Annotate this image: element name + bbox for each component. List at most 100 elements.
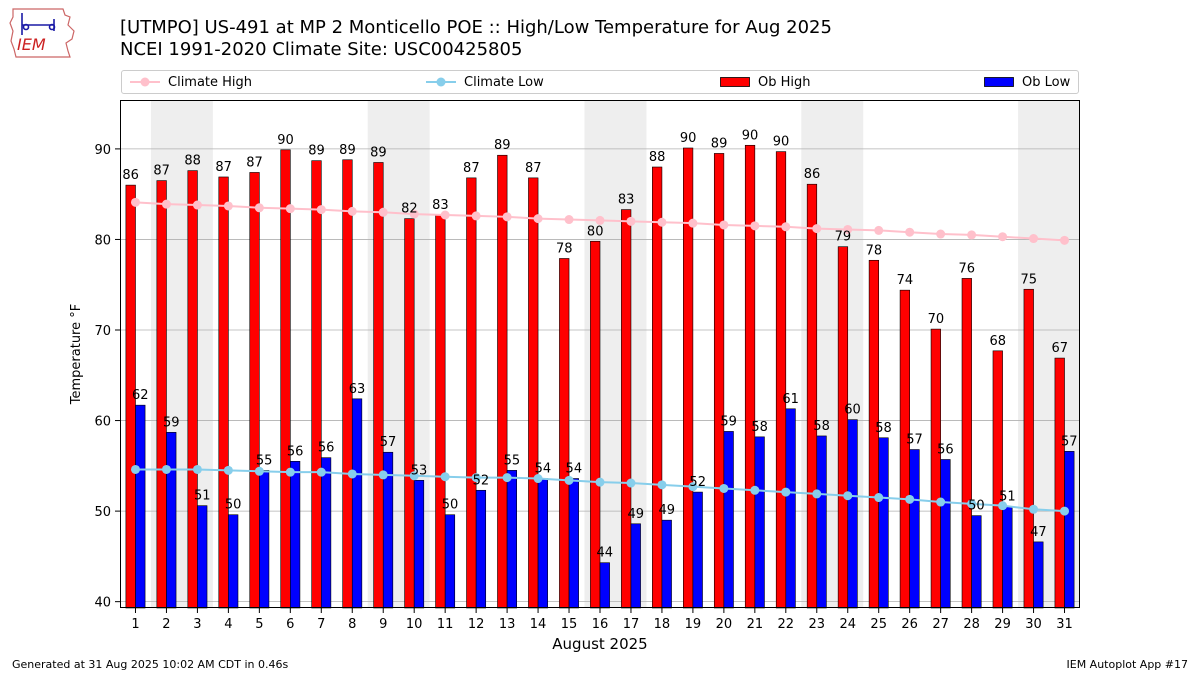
bar-ob-high xyxy=(868,259,880,609)
data-label-ob-high: 78 xyxy=(866,243,883,258)
ob-high-swatch-icon xyxy=(720,77,750,87)
climate-high-point xyxy=(843,224,853,234)
climate-high-point xyxy=(998,232,1008,242)
climate-high-point xyxy=(595,215,605,225)
climate-low-point xyxy=(905,494,915,504)
bar-ob-low xyxy=(630,523,641,609)
data-label-ob-high: 90 xyxy=(277,133,294,148)
climate-high-point xyxy=(316,205,326,215)
data-label-ob-high: 79 xyxy=(835,230,852,245)
climate-high-point xyxy=(192,200,202,210)
data-label-ob-high: 80 xyxy=(587,224,604,239)
climate-high-point xyxy=(1060,235,1070,245)
state-outline-shape xyxy=(9,8,75,58)
weekend-shade xyxy=(150,100,213,608)
bar-ob-low xyxy=(135,404,146,609)
bar-ob-low xyxy=(1002,506,1013,609)
climate-high-point xyxy=(905,227,915,237)
climate-low-point xyxy=(657,480,667,490)
legend-item-ob-high: Ob High xyxy=(720,71,811,93)
x-tick-label: 6 xyxy=(286,617,294,632)
climate-high-point xyxy=(409,209,419,219)
bar-ob-low xyxy=(506,470,517,609)
climate-low-point xyxy=(378,470,388,480)
x-tick-label: 28 xyxy=(963,617,980,632)
y-tick-label: 70 xyxy=(94,324,111,339)
climate-high-point xyxy=(626,216,636,226)
data-label-ob-low: 50 xyxy=(225,498,242,513)
x-tick-label: 16 xyxy=(592,617,609,632)
x-tick-label: 8 xyxy=(348,617,356,632)
climate-low-point xyxy=(843,491,853,501)
weekend-shade xyxy=(367,100,430,608)
data-label-ob-low: 60 xyxy=(844,403,861,418)
climate-high-point xyxy=(347,206,357,216)
climate-high-point xyxy=(564,215,574,225)
data-label-ob-high: 88 xyxy=(184,154,201,169)
bar-ob-high xyxy=(775,151,787,609)
x-tick-label: 25 xyxy=(870,617,887,632)
data-label-ob-low: 47 xyxy=(1030,525,1047,540)
y-tick-label: 80 xyxy=(94,233,111,248)
x-tick-label: 26 xyxy=(901,617,918,632)
x-tick-label: 15 xyxy=(561,617,578,632)
data-label-ob-low: 52 xyxy=(689,475,706,490)
bar-ob-low xyxy=(475,489,487,609)
bar-ob-high xyxy=(992,350,1003,609)
x-tick-label: 5 xyxy=(255,617,263,632)
climate-low-point xyxy=(192,464,202,474)
x-tick-label: 4 xyxy=(224,617,232,632)
x-tick-label: 23 xyxy=(809,617,826,632)
data-label-ob-low: 54 xyxy=(535,462,552,477)
bar-ob-high xyxy=(404,218,415,609)
bar-ob-low xyxy=(166,432,177,609)
bar-ob-low xyxy=(909,449,920,609)
bar-ob-low xyxy=(723,431,734,609)
data-label-ob-high: 87 xyxy=(215,160,232,175)
data-label-ob-low: 55 xyxy=(504,453,521,468)
data-label-ob-high: 90 xyxy=(680,131,697,146)
app-id: IEM Autoplot App #17 xyxy=(1066,658,1189,671)
bar-ob-high xyxy=(342,159,353,609)
x-axis-label: August 2025 xyxy=(552,635,647,653)
bar-ob-high xyxy=(559,258,570,609)
bar-ob-low xyxy=(320,457,332,609)
data-label-ob-low: 51 xyxy=(194,489,211,504)
bar-ob-high xyxy=(280,149,291,609)
climate-low-point xyxy=(254,466,264,476)
y-tick-label: 60 xyxy=(94,415,111,430)
bar-ob-high xyxy=(497,154,508,609)
climate-low-point xyxy=(471,473,481,483)
x-tick-label: 20 xyxy=(716,617,733,632)
x-tick-label: 2 xyxy=(162,617,170,632)
data-label-ob-high: 78 xyxy=(556,241,573,256)
data-label-ob-high: 89 xyxy=(494,138,511,153)
x-tick-label: 12 xyxy=(468,617,485,632)
climate-high-point xyxy=(657,217,667,227)
bar-ob-low xyxy=(754,436,765,609)
climate-low-point xyxy=(595,477,605,487)
data-label-ob-low: 50 xyxy=(968,499,985,514)
data-label-ob-high: 83 xyxy=(432,198,449,213)
data-label-ob-low: 61 xyxy=(782,392,799,407)
climate-low-point xyxy=(781,487,791,497)
legend-item-ob-low: Ob Low xyxy=(984,71,1070,93)
data-label-ob-high: 82 xyxy=(401,202,418,217)
bar-ob-high xyxy=(837,246,849,609)
data-label-ob-high: 75 xyxy=(1020,272,1037,287)
legend-item-climate-low: Climate Low xyxy=(426,71,544,93)
bar-ob-low xyxy=(413,480,425,609)
bar-ob-high xyxy=(744,144,756,609)
x-tick-label: 31 xyxy=(1056,617,1073,632)
climate-high-point xyxy=(533,214,543,224)
x-tick-label: 22 xyxy=(778,617,795,632)
climate-low-point xyxy=(161,464,171,474)
climate-low-point xyxy=(812,489,822,499)
chart-subtitle: NCEI 1991-2020 Climate Site: USC00425805 xyxy=(120,39,523,60)
data-label-ob-low: 58 xyxy=(813,419,830,434)
x-tick-label: 19 xyxy=(685,617,702,632)
climate-low-point xyxy=(533,474,543,484)
data-label-ob-low: 52 xyxy=(473,473,490,488)
climate-low-point xyxy=(936,497,946,507)
bar-ob-high xyxy=(1023,288,1034,609)
